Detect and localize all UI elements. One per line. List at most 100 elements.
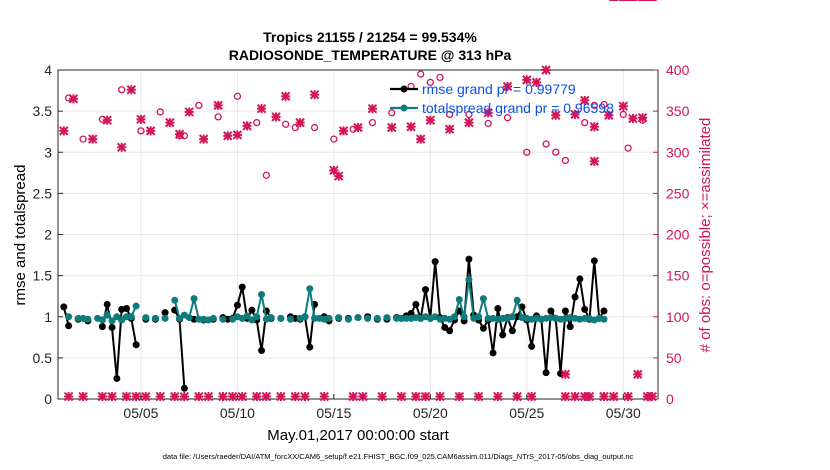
obs-assimilated-marker [435, 391, 445, 402]
point-rmse [248, 306, 256, 314]
point-rmse [547, 307, 555, 315]
obs-possible-marker [156, 108, 164, 116]
obs-assimilated-marker [261, 391, 272, 402]
obs-assimilated-marker [560, 391, 571, 402]
obs-possible-marker [291, 123, 299, 132]
obs-assimilated-marker [88, 134, 98, 144]
x-tick-label: 05/20 [413, 405, 448, 421]
obs-possible-marker [465, 110, 473, 119]
obs-assimilated-marker [252, 391, 262, 402]
obs-possible-marker [542, 140, 550, 148]
point-totalspread [142, 314, 150, 322]
obs-assimilated-marker [406, 122, 416, 132]
x-tick-label: 05/25 [509, 405, 544, 421]
point-totalspread [325, 314, 333, 322]
point-totalspread [393, 314, 401, 322]
legend-spread-label: totalspread grand pr = 0.96598 [422, 100, 614, 116]
obs-assimilated-marker [512, 391, 522, 402]
y-tick-label-right: 0 [666, 391, 674, 407]
point-totalspread [455, 295, 463, 303]
obs-assimilated-marker [579, 95, 590, 106]
series-totalspread [65, 276, 608, 325]
obs-assimilated-marker [522, 75, 532, 85]
obs-assimilated-marker [155, 391, 165, 402]
point-rmse [407, 309, 415, 317]
obs-assimilated-marker [493, 391, 503, 402]
point-totalspread [306, 285, 314, 293]
obs-assimilated-marker [237, 391, 247, 402]
obs-possible-marker [118, 86, 126, 94]
y-tick-label-left: 2.5 [33, 185, 53, 201]
point-totalspread [65, 313, 73, 321]
obs-assimilated-marker [242, 121, 252, 131]
obs-possible-marker [561, 156, 570, 165]
point-totalspread [132, 302, 140, 310]
x-tick-label: 05/05 [123, 405, 158, 421]
x-tick-label: 05/30 [606, 405, 641, 421]
obs-possible-marker [484, 119, 492, 128]
y-tick-label-left: 0.5 [33, 350, 53, 366]
obs-assimilated-marker [227, 391, 238, 402]
obs-assimilated-marker [415, 134, 426, 144]
data-file-footer: data file: /Users/raeder/DAI/ATM_forcXX/… [163, 452, 634, 461]
point-totalspread [74, 314, 82, 322]
obs-assimilated-marker [68, 94, 79, 104]
point-totalspread [301, 313, 309, 321]
y-tick-label-right: 250 [666, 185, 690, 201]
obs-assimilated-marker [604, 110, 614, 120]
point-rmse [233, 301, 241, 309]
point-rmse [576, 275, 584, 283]
point-rmse [590, 257, 598, 265]
obs-assimilated-marker [531, 77, 542, 88]
series-layer [60, 255, 608, 392]
point-rmse [98, 323, 106, 331]
obs-assimilated-marker [280, 91, 291, 102]
point-totalspread [195, 315, 203, 323]
point-totalspread [354, 314, 362, 322]
obs-assimilated-marker [367, 103, 378, 114]
point-totalspread [513, 296, 521, 304]
point-totalspread [508, 313, 516, 321]
point-rmse [446, 327, 454, 335]
y-tick-label-left: 3 [44, 144, 52, 160]
point-totalspread [185, 314, 193, 322]
chart-title-line1: Tropics 21155 / 21254 = 99.534% [263, 29, 477, 45]
obs-assimilated-marker [396, 391, 407, 402]
obs-assimilated-marker [454, 391, 464, 402]
point-rmse [238, 283, 246, 291]
point-totalspread [373, 314, 381, 322]
obs-assimilated-marker [203, 391, 214, 402]
obs-assimilated-marker [276, 391, 286, 402]
point-rmse [581, 305, 589, 313]
obs-assimilated-marker [338, 126, 349, 136]
point-totalspread [383, 314, 391, 322]
point-rmse [489, 349, 497, 357]
obs-assimilated-marker [319, 391, 329, 402]
obs-assimilated-marker [541, 65, 551, 75]
obs-possible-marker [195, 101, 203, 110]
y-axis-label-left: rmse and totalspread [12, 165, 29, 306]
obs-possible-marker [624, 144, 632, 152]
point-rmse [180, 384, 188, 392]
obs-assimilated-marker [411, 391, 421, 402]
obs-possible-marker [619, 110, 627, 119]
obs-assimilated-marker [126, 85, 137, 95]
y-tick-label-left: 1 [44, 309, 52, 325]
obs-assimilated-marker [256, 103, 267, 114]
obs-assimilated-marker [464, 117, 474, 128]
obs-assimilated-marker [551, 110, 561, 120]
point-rmse [508, 327, 516, 335]
obs-assimilated-marker [59, 126, 69, 136]
obs-assimilated-marker [526, 391, 537, 402]
legend-rmse-marker [400, 85, 408, 93]
ticks-layer: 05/05 05/10 05/15 05/20 05/25 05/30 0 0.5 1 1.5 2 2… [33, 62, 690, 421]
point-totalspread [286, 315, 294, 323]
y-tick-label-right: 400 [666, 62, 690, 78]
point-totalspread [450, 313, 458, 321]
legend: rmse grand pr = 0.99779 totalspread gran… [390, 81, 614, 116]
point-rmse [113, 374, 121, 382]
point-totalspread [600, 315, 608, 323]
obs-assimilated-marker [589, 122, 600, 132]
obs-assimilated-marker [348, 391, 358, 402]
